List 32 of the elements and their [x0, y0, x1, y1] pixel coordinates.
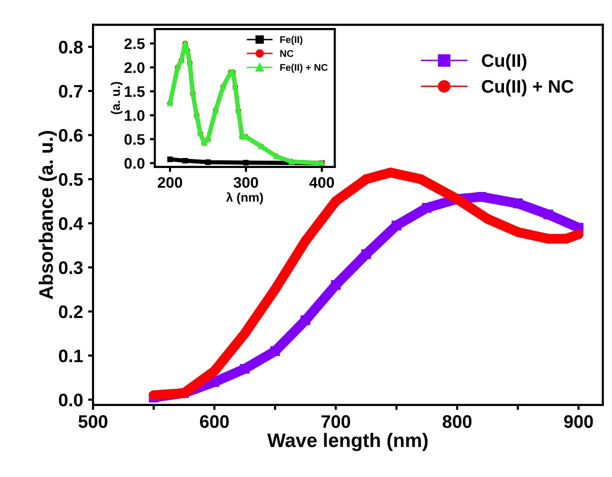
y-tick-label: 0.6	[58, 128, 83, 142]
x-tick-label: 200	[158, 177, 182, 188]
x-tick-label: 400	[309, 177, 334, 188]
y-tick-label: 0.3	[58, 261, 83, 274]
x-tick-label: 700	[322, 415, 350, 428]
x-axis-title: λ (nm)	[226, 192, 263, 204]
x-tick-label: 500	[78, 415, 108, 428]
y-tick-label: 0.1	[58, 350, 83, 362]
y-axis-title: (a. u.)	[110, 82, 122, 114]
y-tick-label: 2.5	[124, 38, 145, 50]
y-tick-label: 2.0	[124, 62, 144, 74]
y-tick-label: 0.2	[58, 305, 83, 318]
y-tick-label: 0.5	[124, 134, 145, 145]
y-tick-label: 0.5	[58, 173, 83, 186]
legend-label: Fe(II)	[280, 36, 302, 45]
y-tick-label: 0.0	[124, 158, 144, 169]
legend-label: Fe(II) + NC	[280, 64, 328, 73]
x-tick-label: 900	[564, 415, 593, 428]
y-tick-label: 0.8	[58, 40, 83, 54]
x-axis-title: Wave length (nm)	[267, 432, 428, 452]
y-tick-label: 1.0	[124, 110, 144, 121]
x-tick-label: 800	[442, 415, 472, 428]
legend-label: Cu(II) + NC	[482, 80, 574, 96]
y-tick-label: 0.7	[58, 84, 83, 98]
y-tick-label: 0.4	[58, 217, 84, 230]
y-tick-label: 0.0	[58, 394, 83, 406]
x-tick-label: 300	[234, 177, 258, 188]
x-tick-label: 600	[200, 415, 229, 428]
legend-label: Cu(II)	[482, 54, 526, 71]
legend-label: NC	[280, 50, 294, 57]
y-axis-title: Absorbance (a. u.)	[38, 131, 57, 300]
y-tick-label: 1.5	[124, 86, 145, 98]
